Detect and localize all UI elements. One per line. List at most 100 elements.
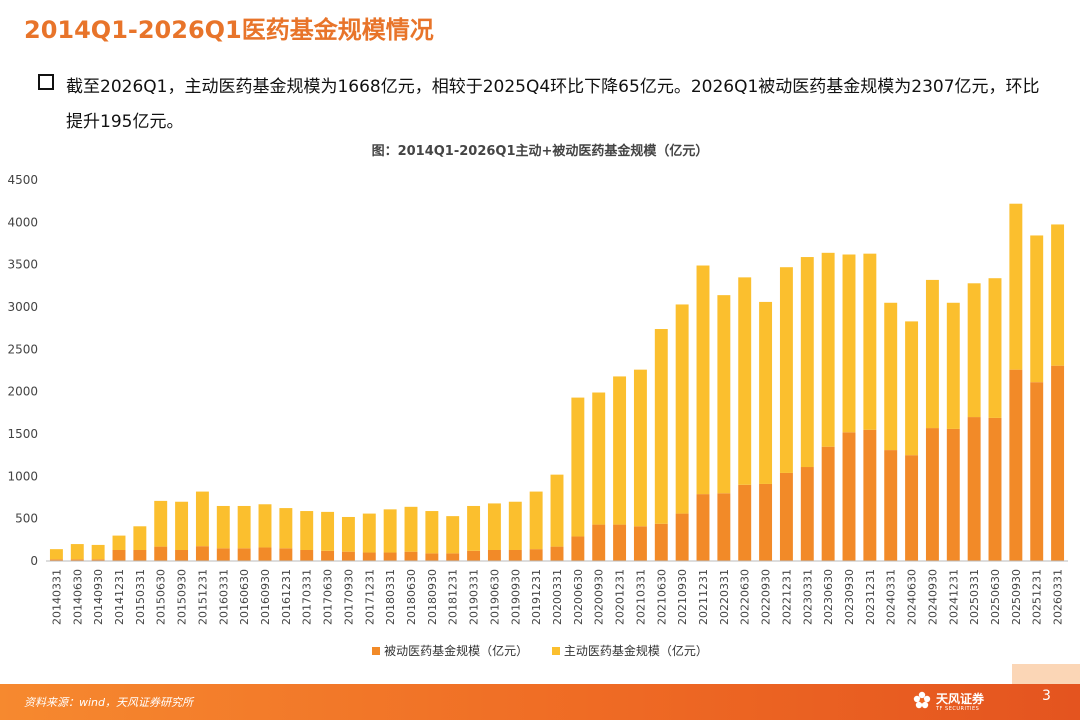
bar-passive [759,483,773,561]
bar-passive [49,559,63,561]
bar-passive [216,548,230,561]
bar-active [49,549,63,560]
x-tick-label: 20230930 [843,569,856,625]
bar-passive [1051,365,1065,561]
chart-title: 图：2014Q1-2026Q1主动+被动医药基金规模（亿元） [371,144,709,159]
x-tick-label: 20160331 [217,569,230,625]
bar-active [1009,203,1023,370]
x-tick-label: 20220930 [760,569,773,625]
bar-passive [300,549,314,561]
bar-passive [508,549,522,561]
x-tick-label: 20160930 [259,569,272,625]
page-number: 3 [1042,688,1051,704]
legend-label-passive: 被动医药基金规模（亿元） [384,644,529,658]
bar-passive [91,559,105,561]
bar-active [696,265,710,495]
legend-item-passive: 被动医药基金规模（亿元） [372,642,528,659]
bar-passive [112,549,126,561]
bar-passive [362,552,376,561]
x-tick-label: 20250630 [989,569,1002,625]
bar-passive [821,446,835,561]
x-tick-label: 20231231 [864,569,877,625]
x-tick-label: 20190630 [488,569,501,625]
x-tick-label: 20210331 [634,569,647,625]
bar-passive [779,472,793,561]
bar-passive [925,428,939,561]
bar-active [863,253,877,430]
bar-active [467,505,481,551]
bar-active [425,511,439,554]
x-tick-label: 20190331 [468,569,481,625]
legend-swatch-passive [372,646,381,655]
summary-text: 截至2026Q1，主动医药基金规模为1668亿元，相较于2025Q4环比下降65… [66,77,1040,132]
x-tick-label: 20191231 [530,569,543,625]
bar-passive [842,432,856,561]
x-axis: 20140331 20140630 20140930 20141231 20150331… [46,560,1068,625]
brand-name: 天风证券 [936,692,985,706]
x-tick-label: 20180930 [426,569,439,625]
bar-active [633,369,647,527]
bar-active [321,511,335,551]
x-tick-label: 20250930 [1010,569,1023,625]
bar-active [216,505,230,549]
legend-item-active: 主动医药基金规模（亿元） [551,642,708,659]
y-axis: 0 500 1000 1500 2000 2500 3000 3500 4000 4500 [7,173,38,568]
y-tick-label: 2500 [7,342,38,356]
bar-active [237,505,251,549]
bar-active [592,392,606,525]
bar-passive [467,550,481,561]
bar-active [759,301,773,484]
page-title: 2014Q1-2026Q1医药基金规模情况 [24,16,434,44]
bar-active [91,544,105,560]
bar-passive [175,549,189,561]
x-tick-label: 20170930 [342,569,355,625]
x-tick-label: 20240331 [885,569,898,625]
bar-passive [341,551,355,561]
bar-active [70,544,84,560]
bar-active [487,503,501,550]
x-tick-label: 20230331 [801,569,814,625]
bar-passive [592,524,606,561]
bar-passive [258,547,272,561]
bar-active [779,267,793,473]
y-tick-label: 1500 [7,427,38,441]
x-tick-label: 20220630 [739,569,752,625]
bar-passive [404,551,418,561]
corner-accent [1012,664,1080,684]
bar-passive [529,549,543,561]
y-tick-label: 4500 [7,173,38,187]
bar-active [279,508,293,549]
x-tick-label: 20221231 [780,569,793,625]
x-tick-label: 20240630 [906,569,919,625]
x-tick-label: 20200930 [593,569,606,625]
x-tick-label: 20160630 [238,569,251,625]
x-tick-label: 20201231 [614,569,627,625]
bar-active [738,277,752,485]
x-tick-label: 20140331 [50,569,63,625]
bar-active [112,535,126,550]
bar-active [821,252,835,447]
bar-active [341,516,355,552]
bullet-square-icon [38,74,54,90]
bar-passive [383,552,397,561]
y-tick-label: 0 [30,554,38,568]
bar-passive [696,494,710,561]
x-tick-label: 20200630 [572,569,585,625]
bar-passive [237,548,251,561]
footer-bar: 资料来源：wind，天风证券研究所 天风证券 TF SECURITIES 3 [0,684,1080,720]
x-tick-label: 20151231 [196,569,209,625]
legend-label-active: 主动医药基金规模（亿元） [563,644,708,658]
bar-passive [884,450,898,561]
x-tick-label: 20250331 [968,569,981,625]
brand-logo: 天风证券 TF SECURITIES [912,688,1006,716]
bar-passive [154,546,168,561]
source-note: 资料来源：wind，天风证券研究所 [24,696,194,709]
x-tick-label: 20210930 [676,569,689,625]
x-tick-label: 20181231 [447,569,460,625]
bar-active [446,516,460,554]
y-tick-label: 1000 [7,469,38,483]
x-tick-label: 20171231 [363,569,376,625]
x-tick-label: 20141231 [113,569,126,625]
y-tick-label: 3000 [7,300,38,314]
x-tick-label: 20140630 [71,569,84,625]
